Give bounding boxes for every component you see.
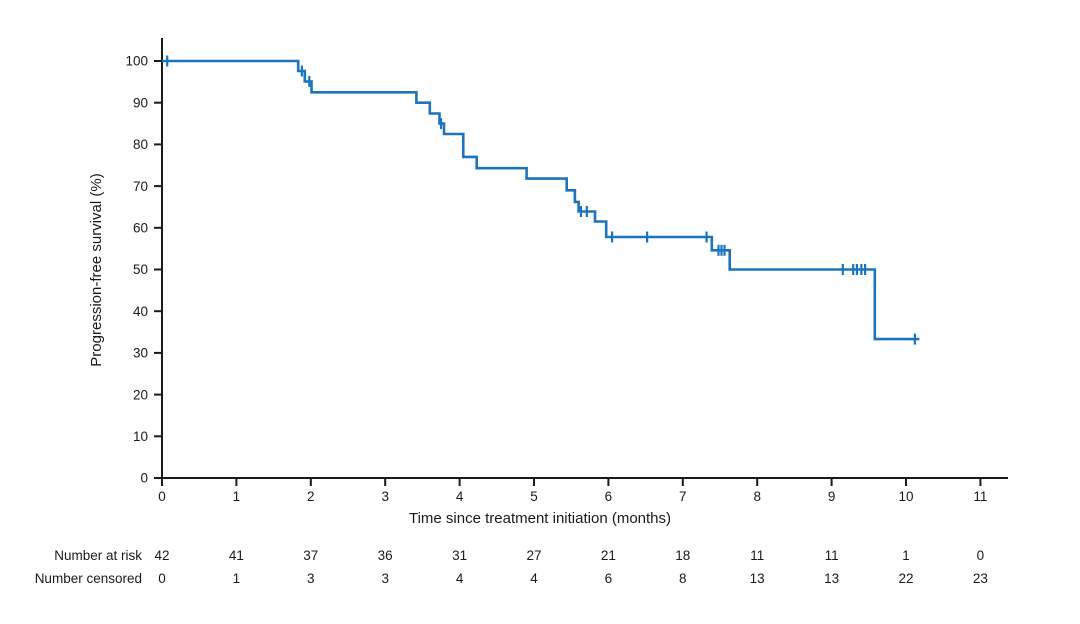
x-tick-label: 7 — [679, 489, 687, 504]
risk-table: Number at risk Number censored 42 41 37 36 3… — [35, 548, 988, 586]
y-tick-label: 100 — [125, 54, 148, 69]
y-tick-label: 70 — [133, 179, 148, 194]
x-tick-label: 3 — [381, 489, 389, 504]
x-tick-label: 1 — [233, 489, 241, 504]
y-axis-title: Progression-free survival (%) — [88, 173, 105, 366]
censored-value: 0 — [158, 571, 166, 586]
y-tick-label: 90 — [133, 95, 148, 110]
risk-table-row-label-censored: Number censored — [35, 571, 142, 586]
y-tick-label: 30 — [133, 346, 148, 361]
x-tick-label: 5 — [530, 489, 538, 504]
x-tick-label: 8 — [753, 489, 761, 504]
censored-value: 4 — [456, 571, 464, 586]
risk-table-values: 42 41 37 36 31 27 21 18 11 11 1 00 1 3 3 4 4 6 8 13 13 22 23 — [154, 548, 987, 586]
censored-value: 4 — [530, 571, 538, 586]
censored-value: 23 — [973, 571, 988, 586]
y-axis-ticks: 0 10 20 30 40 50 60 70 80 90 100 — [125, 54, 162, 486]
censored-value: 6 — [605, 571, 613, 586]
y-tick-label: 40 — [133, 304, 148, 319]
x-tick-label: 4 — [456, 489, 464, 504]
at-risk-value: 27 — [526, 548, 541, 563]
at-risk-value: 42 — [154, 548, 169, 563]
y-tick-label: 50 — [133, 262, 148, 277]
x-tick-label: 11 — [973, 489, 987, 504]
censored-value: 3 — [381, 571, 389, 586]
x-tick-label: 9 — [828, 489, 836, 504]
x-tick-label: 2 — [307, 489, 315, 504]
at-risk-value: 41 — [229, 548, 244, 563]
x-tick-label: 10 — [898, 489, 913, 504]
risk-table-row-label-at-risk: Number at risk — [54, 548, 142, 563]
censored-value: 1 — [233, 571, 241, 586]
at-risk-value: 21 — [601, 548, 616, 563]
x-tick-label: 0 — [158, 489, 166, 504]
at-risk-value: 0 — [977, 548, 985, 563]
x-tick-label: 6 — [605, 489, 613, 504]
y-tick-label: 20 — [133, 387, 148, 402]
censored-value: 3 — [307, 571, 315, 586]
survival-curve-group — [162, 59, 920, 341]
censor-marks-group — [166, 55, 917, 345]
censored-value: 22 — [898, 571, 913, 586]
y-tick-label: 80 — [133, 137, 148, 152]
censored-value: 13 — [750, 571, 765, 586]
censored-value: 8 — [679, 571, 687, 586]
y-tick-label: 60 — [133, 221, 148, 236]
at-risk-value: 31 — [452, 548, 467, 563]
survival-curve — [162, 59, 920, 341]
axes — [161, 38, 1008, 479]
at-risk-value: 37 — [303, 548, 318, 563]
at-risk-value: 18 — [675, 548, 690, 563]
x-axis-ticks: 0 1 2 3 4 5 6 7 8 9 10 11 — [158, 478, 987, 504]
at-risk-value: 11 — [750, 548, 764, 563]
at-risk-value: 11 — [825, 548, 839, 563]
censored-value: 13 — [824, 571, 839, 586]
at-risk-value: 1 — [902, 548, 910, 563]
at-risk-value: 36 — [378, 548, 393, 563]
x-axis-title: Time since treatment initiation (months) — [409, 510, 671, 527]
y-tick-label: 10 — [133, 429, 148, 444]
y-tick-label: 0 — [140, 471, 148, 486]
